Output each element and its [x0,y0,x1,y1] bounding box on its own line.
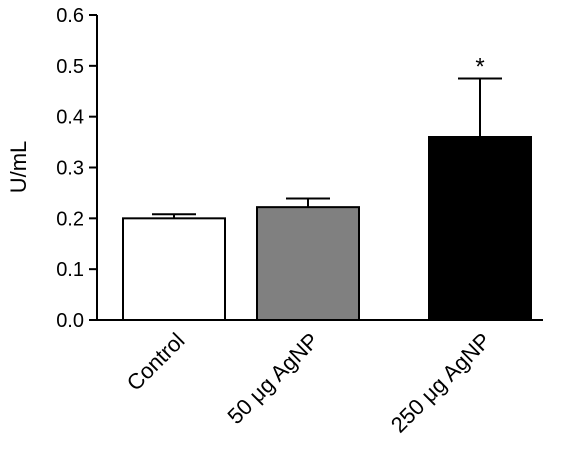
x-axis-labels: Control 50 μg AgNP 250 μg AgNP [122,328,496,438]
bar [256,206,360,321]
y-tick-label: 0.5 [56,56,84,78]
y-tick-label: 0.2 [56,208,84,230]
y-tick-label: 0.6 [56,5,84,27]
y-tick-label: 0.4 [56,107,84,129]
bar [428,136,532,321]
y-axis-title: U/mL [6,141,31,194]
y-tick-label: 0.1 [56,259,84,281]
y-tick-label: 0.0 [56,310,84,332]
bar [122,217,226,321]
y-tick-label: 0.3 [56,158,84,180]
significance-marker: * [475,54,484,81]
x-tick-label: 250 μg AgNP [386,328,496,438]
bars: * [122,54,532,321]
x-tick-label: 50 μg AgNP [223,328,324,429]
x-tick-label: Control [122,328,190,396]
